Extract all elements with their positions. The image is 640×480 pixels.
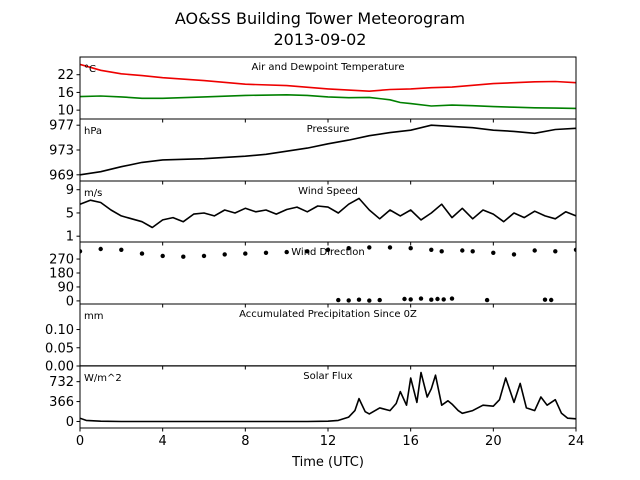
panel-6-data: [80, 371, 576, 423]
data-point-wind_dir_main: [305, 249, 310, 254]
data-point-wind_dir_main: [263, 250, 269, 255]
data-point-wind_dir_main: [201, 253, 207, 259]
figure-title: AO&SS Building Tower Meteorogram: [175, 9, 465, 28]
data-point-wind_dir_north: [549, 297, 554, 303]
data-point-wind_dir_main: [98, 246, 103, 252]
panel-3-data: [80, 197, 576, 229]
data-point-wind_dir_main: [387, 245, 393, 250]
y-tick-label: 9: [66, 183, 74, 198]
y-tick-label: 10: [57, 104, 74, 119]
figure-subtitle: 2013-09-02: [274, 30, 367, 49]
panel-5: 0.00 0.05 0.10 Accumulated Precipitation Si…: [45, 303, 577, 375]
data-point-wind_dir_north: [449, 296, 455, 301]
data-point-wind_dir_main: [119, 247, 124, 252]
y-tick-label: 90: [57, 280, 74, 295]
panel-unit-label: hPa: [84, 126, 102, 137]
y-tick-label: 0: [66, 415, 74, 430]
data-point-wind_dir_main: [511, 252, 517, 257]
data-point-wind_dir_main: [222, 252, 227, 257]
panel-1-data: [80, 63, 576, 110]
series-line-pressure: [80, 124, 576, 176]
x-tick-label: 12: [320, 434, 337, 449]
data-point-wind_dir_main: [553, 249, 558, 254]
data-point-wind_dir_main: [408, 246, 413, 251]
x-tick-label: 8: [241, 434, 249, 449]
x-tick-label: 16: [402, 434, 419, 449]
panel-unit-label: °C: [84, 64, 96, 75]
data-point-wind_dir_main: [139, 251, 145, 256]
data-point-wind_dir_main: [460, 248, 465, 253]
series-line-wind_speed: [80, 197, 576, 229]
data-point-wind_dir_main: [181, 254, 186, 259]
data-point-wind_dir_main: [80, 249, 83, 254]
x-tick-label: 24: [568, 434, 585, 449]
y-tick-label: 0.00: [45, 360, 74, 375]
data-point-wind_dir_main: [532, 248, 537, 253]
x-tick-label: 20: [485, 434, 502, 449]
panel-title: Accumulated Precipitation Since 0Z: [239, 309, 417, 320]
y-tick-label: 973: [49, 144, 74, 159]
panel-title: Wind Speed: [298, 186, 358, 197]
panel-unit-label: m/s: [84, 188, 102, 199]
data-point-wind_dir_north: [346, 298, 351, 303]
data-point-wind_dir_north: [402, 296, 407, 302]
data-point-wind_dir_north: [377, 297, 382, 303]
x-axis-label: Time (UTC): [291, 455, 364, 470]
y-tick-label: 16: [57, 86, 74, 101]
data-point-wind_dir_north: [435, 296, 440, 302]
data-point-wind_dir_north: [441, 297, 446, 302]
data-point-wind_dir_main: [573, 247, 576, 252]
panel-1: 10 16 22 Air and Dewpoint Temperature °C: [57, 56, 577, 123]
series-line-solar: [80, 371, 576, 423]
data-point-wind_dir_north: [542, 297, 548, 302]
y-tick-label: 0.10: [45, 323, 74, 338]
y-tick-label: 366: [49, 395, 74, 410]
panel-3: 1 5 9 Wind Speed m/s: [66, 180, 577, 246]
data-point-wind_dir_main: [160, 253, 165, 259]
data-point-wind_dir_main: [325, 247, 331, 252]
y-tick-label: 1: [66, 230, 74, 245]
x-tick-label: 4: [159, 434, 167, 449]
data-point-wind_dir_north: [429, 297, 434, 302]
data-point-wind_dir_main: [367, 245, 372, 250]
y-tick-label: 22: [57, 68, 74, 83]
panel-2-data: [80, 124, 576, 176]
data-point-wind_dir_main: [491, 250, 496, 255]
data-point-wind_dir_north: [418, 296, 424, 301]
data-point-wind_dir_main: [284, 249, 289, 255]
series-line-dew: [80, 94, 576, 110]
panel-6: 0 366 732 0 4 8 12 16 20 24 Solar Flux W/m^2: [49, 365, 585, 449]
y-tick-label: 977: [49, 119, 74, 134]
panel-title: Solar Flux: [303, 371, 353, 382]
y-tick-label: 732: [49, 375, 74, 390]
panel-unit-label: mm: [84, 311, 103, 322]
panel-title: Air and Dewpoint Temperature: [252, 62, 405, 73]
data-point-wind_dir_north: [356, 297, 362, 302]
y-tick-label: 180: [49, 267, 74, 282]
data-point-wind_dir_main: [429, 247, 434, 252]
y-tick-label: 0: [66, 294, 74, 309]
data-point-wind_dir_main: [470, 249, 475, 254]
y-tick-label: 270: [49, 253, 74, 268]
panel-title: Wind Direction: [291, 247, 365, 258]
panel-2: 969 973 977 Pressure hPa: [49, 118, 577, 185]
data-point-wind_dir_main: [243, 251, 248, 256]
y-tick-label: 5: [66, 206, 74, 221]
data-point-wind_dir_north: [336, 297, 341, 303]
data-point-wind_dir_north: [484, 297, 490, 303]
data-point-wind_dir_main: [346, 246, 351, 251]
data-point-wind_dir_north: [408, 297, 413, 302]
series-line-air: [80, 63, 576, 92]
data-point-wind_dir_main: [439, 249, 444, 254]
y-tick-label: 969: [49, 168, 74, 183]
data-point-wind_dir_north: [367, 298, 372, 303]
y-tick-label: 0.05: [45, 341, 74, 356]
x-tick-label: 0: [76, 434, 84, 449]
panel-title: Pressure: [307, 124, 350, 135]
panel-4-data: [80, 245, 576, 303]
panel-unit-label: W/m^2: [84, 373, 122, 384]
